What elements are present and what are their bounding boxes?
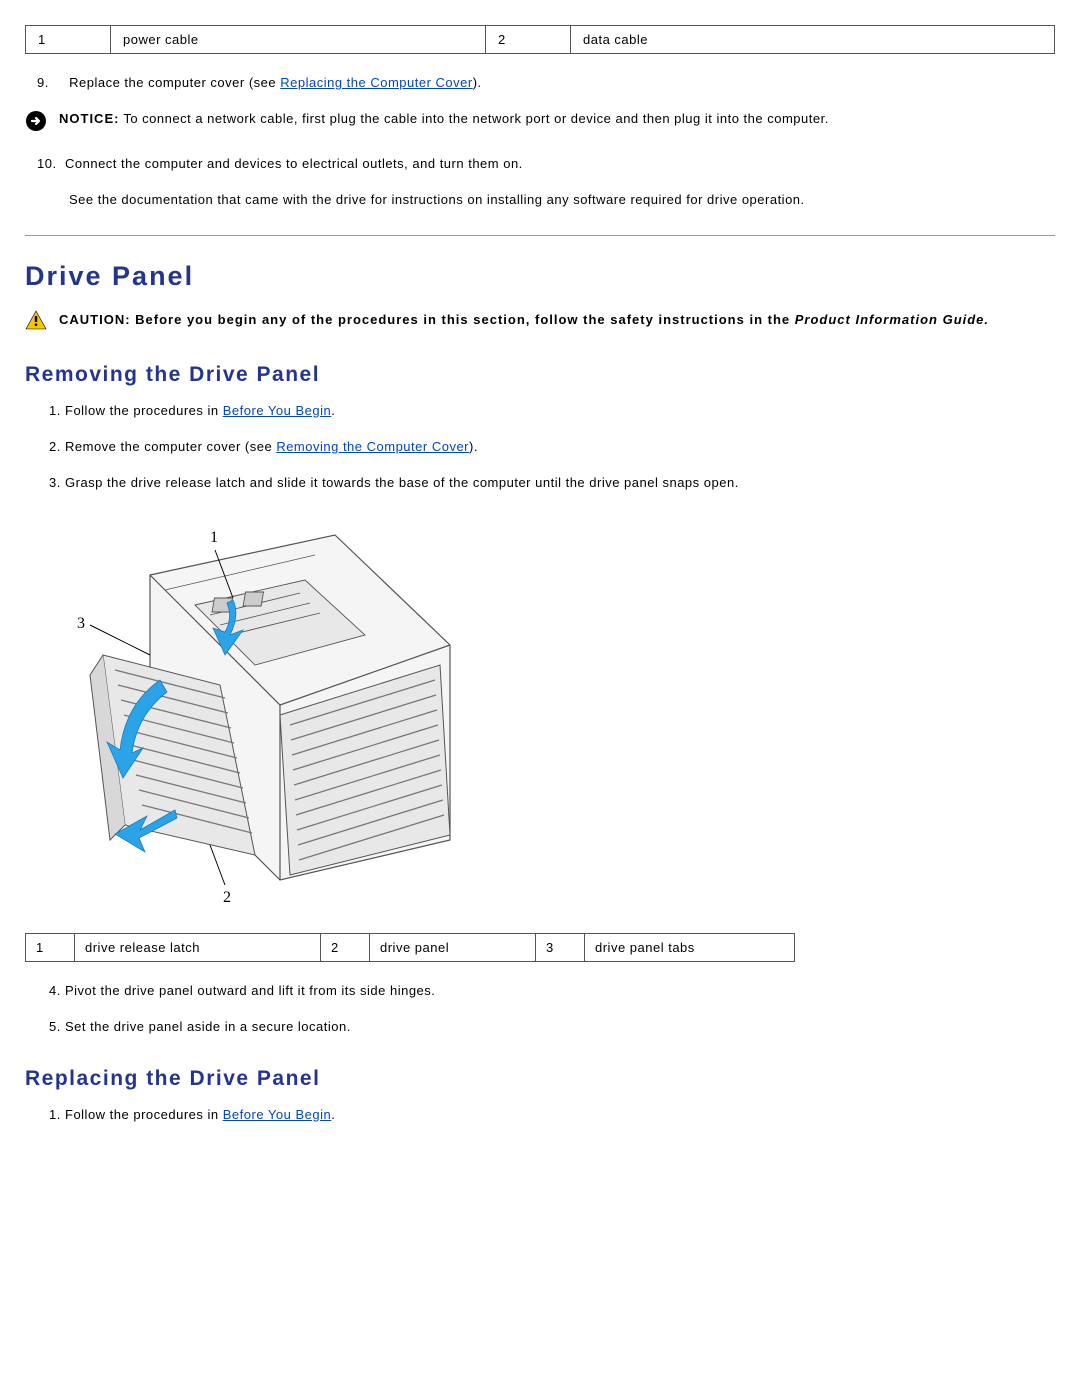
removing-step-1: Follow the procedures in Before You Begi… bbox=[65, 402, 1055, 420]
notice-icon bbox=[25, 110, 49, 135]
cell-label1: power cable bbox=[111, 26, 486, 54]
after-text: See the documentation that came with the… bbox=[69, 191, 1055, 209]
table-row: 1 power cable 2 data cable bbox=[26, 26, 1055, 54]
caution-label: CAUTION: bbox=[59, 312, 131, 327]
callout-2: 2 bbox=[223, 889, 232, 906]
removing-steps-cont: Pivot the drive panel outward and lift i… bbox=[25, 982, 1055, 1036]
notice-body: To connect a network cable, first plug t… bbox=[119, 111, 828, 126]
caution-block: CAUTION: Before you begin any of the pro… bbox=[25, 310, 1055, 333]
link-before-you-begin-2[interactable]: Before You Begin bbox=[223, 1107, 331, 1122]
caution-text: CAUTION: Before you begin any of the pro… bbox=[59, 310, 989, 330]
removing-step-2: Remove the computer cover (see Removing … bbox=[65, 438, 1055, 456]
replacing-s1-pre: Follow the procedures in bbox=[65, 1107, 223, 1122]
cable-table: 1 power cable 2 data cable bbox=[25, 25, 1055, 54]
removing-s1-post: . bbox=[331, 403, 335, 418]
step-9: Replace the computer cover (see Replacin… bbox=[65, 74, 1055, 92]
caution-icon bbox=[25, 310, 47, 333]
replacing-title: Replacing the Drive Panel bbox=[25, 1067, 1055, 1091]
removing-step-3: Grasp the drive release latch and slide … bbox=[65, 474, 1055, 492]
steps-list-b: Connect the computer and devices to elec… bbox=[25, 155, 1055, 173]
legend-n1: 1 bbox=[26, 934, 75, 962]
section-title: Drive Panel bbox=[25, 261, 1055, 292]
removing-step-5: Set the drive panel aside in a secure lo… bbox=[65, 1018, 1055, 1036]
replacing-steps: Follow the procedures in Before You Begi… bbox=[25, 1106, 1055, 1124]
cell-num2: 2 bbox=[486, 26, 571, 54]
link-before-you-begin[interactable]: Before You Begin bbox=[223, 403, 331, 418]
step-10: Connect the computer and devices to elec… bbox=[65, 155, 1055, 173]
notice-text: NOTICE: To connect a network cable, firs… bbox=[59, 110, 829, 128]
legend-l2: drive panel bbox=[370, 934, 536, 962]
link-replacing-computer-cover[interactable]: Replacing the Computer Cover bbox=[280, 75, 472, 90]
notice-block: NOTICE: To connect a network cable, firs… bbox=[25, 110, 1055, 135]
steps-list-a: Replace the computer cover (see Replacin… bbox=[25, 74, 1055, 92]
drive-panel-figure: 1 3 2 bbox=[55, 510, 1055, 913]
cell-num1: 1 bbox=[26, 26, 111, 54]
legend-table: 1 drive release latch 2 drive panel 3 dr… bbox=[25, 933, 795, 962]
removing-s2-post: ). bbox=[469, 439, 478, 454]
legend-l3: drive panel tabs bbox=[585, 934, 795, 962]
replacing-step-1: Follow the procedures in Before You Begi… bbox=[65, 1106, 1055, 1124]
step-9-pre: Replace the computer cover (see bbox=[69, 75, 280, 90]
legend-n3: 3 bbox=[536, 934, 585, 962]
callout-1: 1 bbox=[210, 529, 219, 546]
notice-label: NOTICE: bbox=[59, 111, 119, 126]
legend-n2: 2 bbox=[321, 934, 370, 962]
step-9-post: ). bbox=[473, 75, 482, 90]
caution-body: Before you begin any of the procedures i… bbox=[131, 312, 795, 327]
legend-l1: drive release latch bbox=[75, 934, 321, 962]
table-row: 1 drive release latch 2 drive panel 3 dr… bbox=[26, 934, 795, 962]
replacing-s1-post: . bbox=[331, 1107, 335, 1122]
section-divider bbox=[25, 235, 1055, 236]
callout-3: 3 bbox=[77, 615, 86, 632]
caution-pig: Product Information Guide. bbox=[795, 312, 989, 327]
removing-step-4: Pivot the drive panel outward and lift i… bbox=[65, 982, 1055, 1000]
cell-label2: data cable bbox=[571, 26, 1055, 54]
removing-steps: Follow the procedures in Before You Begi… bbox=[25, 402, 1055, 493]
removing-title: Removing the Drive Panel bbox=[25, 363, 1055, 387]
removing-s2-pre: Remove the computer cover (see bbox=[65, 439, 276, 454]
removing-s1-pre: Follow the procedures in bbox=[65, 403, 223, 418]
link-removing-computer-cover[interactable]: Removing the Computer Cover bbox=[276, 439, 469, 454]
